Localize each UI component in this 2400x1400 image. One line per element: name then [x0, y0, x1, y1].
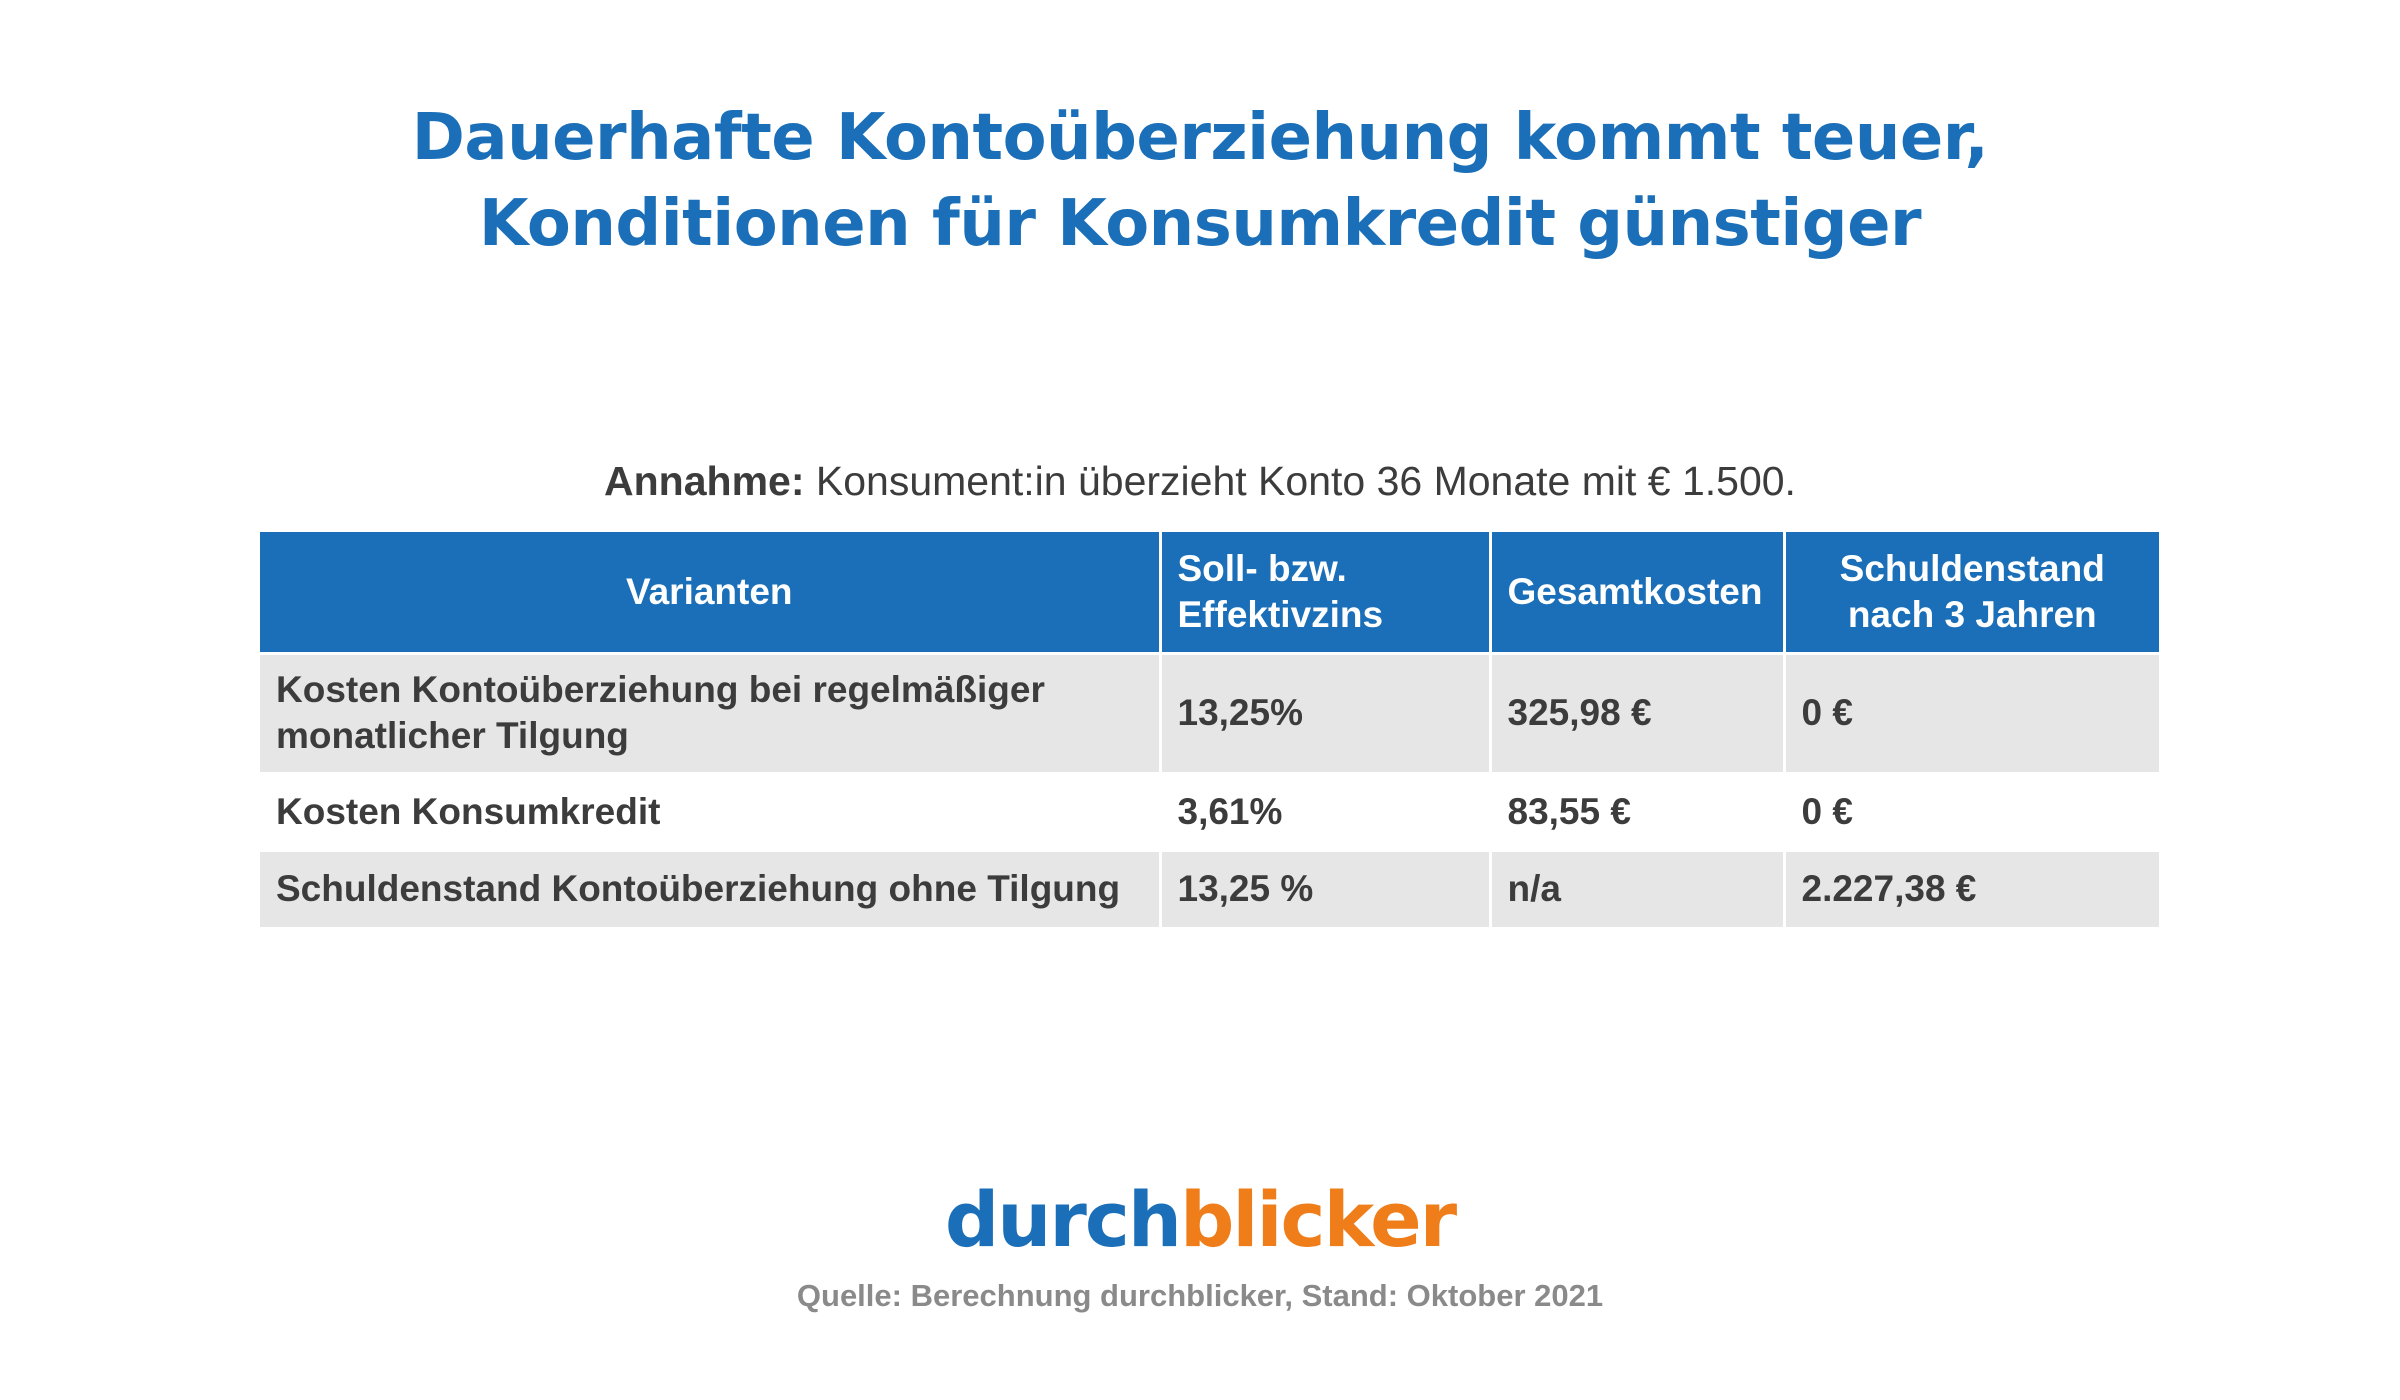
cell-total-costs: n/a [1490, 848, 1786, 927]
table-row: Kosten Konsumkredit 3,61% 83,55 € 0 € [260, 771, 2159, 850]
source-note: Quelle: Berechnung durchblicker, Stand: … [796, 1278, 1604, 1313]
cell-rate: 3,61% [1160, 771, 1492, 850]
cell-variant-line-1: Kosten Kontoüberziehung bei regelmäßiger [276, 669, 1045, 710]
header-variants: Varianten [260, 532, 1162, 653]
cell-debt: 2.227,38 € [1784, 848, 2159, 927]
cell-variant: Kosten Kontoüberziehung bei regelmäßiger… [260, 651, 1162, 773]
header-debt: Schuldenstand nach 3 Jahren [1784, 532, 2159, 653]
table-row: Kosten Kontoüberziehung bei regelmäßiger… [260, 651, 2159, 773]
comparison-table: Varianten Soll- bzw. Effektivzins Gesamt… [260, 532, 2159, 927]
table-header-row: Varianten Soll- bzw. Effektivzins Gesamt… [260, 532, 2159, 653]
cell-variant-line-2: monatlicher Tilgung [276, 715, 629, 756]
cell-total-costs: 325,98 € [1490, 651, 1786, 773]
header-rate: Soll- bzw. Effektivzins [1160, 532, 1492, 653]
assumption-label: Annahme: [604, 458, 805, 504]
page-title-line-1: Dauerhafte Kontoüberziehung kommt teuer, [411, 101, 1989, 175]
header-total-costs: Gesamtkosten [1490, 532, 1786, 653]
logo-part-durch: durch [944, 1175, 1182, 1264]
cell-total-costs: 83,55 € [1490, 771, 1786, 850]
cell-debt: 0 € [1784, 771, 2159, 850]
header-debt-line-1: Schuldenstand [1839, 547, 2105, 589]
header-rate-line-2: Effektivzins [1177, 593, 1384, 635]
assumption-note: Annahme: Konsument:in überzieht Konto 36… [0, 455, 2400, 507]
logo-part-blicker: blicker [1180, 1175, 1457, 1264]
cell-rate: 13,25 % [1160, 848, 1492, 927]
cell-variant: Kosten Konsumkredit [260, 771, 1162, 850]
header-rate-line-1: Soll- bzw. [1177, 547, 1347, 589]
page-title-line-2: Konditionen für Konsumkredit günstiger [478, 187, 1922, 261]
table-row: Schuldenstand Kontoüberziehung ohne Tilg… [260, 848, 2159, 927]
durchblicker-logo: durchblicker [0, 1175, 2400, 1265]
header-debt-line-2: nach 3 Jahren [1847, 593, 2097, 635]
assumption-text: Konsument:in überzieht Konto 36 Monate m… [804, 458, 1796, 504]
cell-debt: 0 € [1784, 651, 2159, 773]
page-title: Dauerhafte Kontoüberziehung kommt teuer,… [0, 95, 2400, 267]
cell-rate: 13,25% [1160, 651, 1492, 773]
cell-variant: Schuldenstand Kontoüberziehung ohne Tilg… [260, 848, 1162, 927]
